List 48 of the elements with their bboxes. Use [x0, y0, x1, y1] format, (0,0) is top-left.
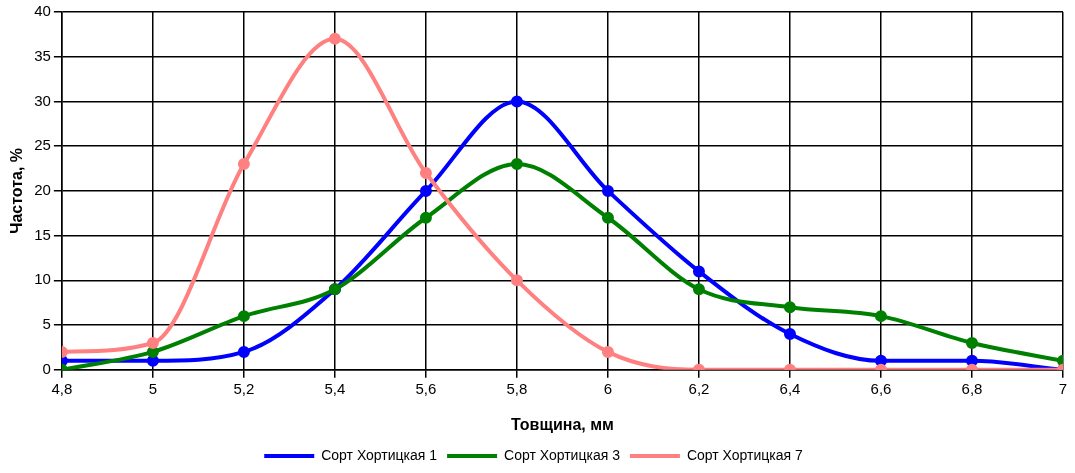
point — [419, 167, 432, 180]
y-tick-label: 40 — [34, 2, 51, 20]
x-tick-label: 6,4 — [779, 379, 801, 397]
point — [601, 184, 614, 197]
point — [601, 345, 614, 358]
point — [874, 354, 887, 367]
y-tick-label: 35 — [34, 46, 51, 64]
point — [965, 354, 978, 367]
x-tick-label: 5 — [148, 379, 158, 397]
point — [419, 184, 432, 197]
point — [783, 301, 796, 314]
point — [419, 211, 432, 224]
y-tick-label: 30 — [34, 91, 51, 109]
point — [237, 310, 250, 323]
y-tick-label: 10 — [34, 270, 51, 288]
point — [692, 265, 705, 278]
legend-label: Сорт Хортицкая 1 — [321, 446, 438, 463]
y-tick-label: 15 — [34, 225, 51, 243]
x-tick-label: 7 — [1058, 379, 1068, 397]
y-axis-title: Частота, % — [8, 147, 26, 234]
y-tick-label: 0 — [42, 359, 51, 377]
point — [237, 345, 250, 358]
point — [510, 95, 523, 108]
point — [328, 32, 341, 45]
x-tick-label: 5,2 — [233, 379, 255, 397]
x-tick-label: 5,8 — [506, 379, 528, 397]
y-tick-label: 20 — [34, 181, 51, 199]
point — [783, 328, 796, 341]
point — [510, 158, 523, 171]
x-tick-label: 6 — [603, 379, 613, 397]
x-tick-label: 6,8 — [961, 379, 983, 397]
point — [237, 158, 250, 171]
point — [510, 274, 523, 287]
point — [874, 310, 887, 323]
x-tick-label: 6,2 — [688, 379, 710, 397]
y-tick-label: 5 — [42, 315, 51, 333]
x-tick-label: 5,4 — [324, 379, 346, 397]
point — [601, 211, 614, 224]
point — [692, 283, 705, 296]
x-tick-label: 6,6 — [870, 379, 892, 397]
legend-label: Сорт Хортицкая 3 — [504, 446, 621, 463]
point — [146, 336, 159, 349]
x-axis-title: Товщина, мм — [511, 415, 614, 433]
y-tick-label: 25 — [34, 136, 51, 154]
point — [965, 336, 978, 349]
x-tick-label: 5,6 — [415, 379, 437, 397]
legend-label: Сорт Хортицкая 7 — [686, 446, 803, 463]
x-tick-label: 4,8 — [51, 379, 73, 397]
